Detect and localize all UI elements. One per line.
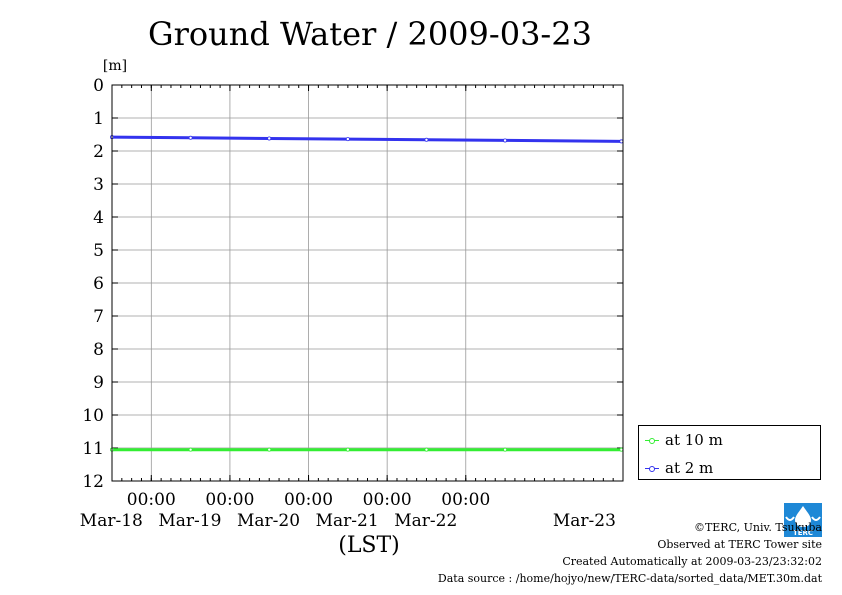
legend: at 10 m at 2 m — [638, 425, 821, 480]
x-tick-time-label: 00:00 — [441, 490, 490, 510]
credit-created: Created Automatically at 2009-03-23/23:3… — [562, 555, 822, 568]
x-axis-label: (LST) — [338, 533, 400, 558]
y-tick-label: 2 — [93, 142, 104, 162]
data-point-10m — [503, 447, 508, 452]
series-line-2m — [111, 135, 622, 143]
y-tick-label: 4 — [93, 208, 104, 228]
data-point-2m — [345, 137, 350, 142]
x-tick-date-label: Mar-18 — [80, 511, 143, 531]
x-tick-date-label: Mar-19 — [158, 511, 221, 531]
y-tick-label: 7 — [93, 307, 104, 327]
legend-item-2m: at 2 m — [645, 458, 713, 478]
data-point-10m — [345, 447, 350, 452]
legend-label-2m: at 2 m — [665, 459, 714, 477]
legend-label-10m: at 10 m — [665, 431, 723, 449]
x-tick-time-label: 00:00 — [127, 490, 176, 510]
data-point-10m — [424, 447, 429, 452]
x-tick-date-label: Mar-21 — [316, 511, 379, 531]
y-tick-label: 10 — [82, 406, 104, 426]
plot-frame — [111, 84, 624, 482]
legend-swatch-2m — [645, 465, 659, 472]
data-point-2m — [424, 137, 429, 142]
axis-ticks: 012345678910111200:00Mar-1800:00Mar-1900… — [80, 76, 624, 531]
data-point-2m — [619, 139, 624, 144]
y-tick-label: 8 — [93, 340, 104, 360]
legend-item-10m: at 10 m — [645, 430, 723, 450]
credit-source: Data source : /home/hojyo/new/TERC-data/… — [437, 572, 822, 585]
y-axis-label: [m] — [103, 58, 127, 74]
legend-swatch-10m — [645, 437, 659, 444]
y-tick-label: 6 — [93, 274, 104, 294]
data-point-2m — [188, 135, 193, 140]
data-point-10m — [267, 447, 272, 452]
terc-logo-icon: TERC — [784, 503, 822, 537]
y-tick-label: 3 — [93, 175, 104, 195]
y-tick-label: 9 — [93, 373, 104, 393]
data-point-2m — [267, 136, 272, 141]
data-point-10m — [188, 447, 193, 452]
x-tick-time-label: 00:00 — [205, 490, 254, 510]
credit-copyright: ©TERC, Univ. Tsukuba — [693, 521, 822, 534]
x-tick-date-label: Mar-22 — [394, 511, 457, 531]
x-tick-date-label: Mar-20 — [237, 511, 300, 531]
data-point-2m — [503, 138, 508, 143]
y-tick-label: 0 — [93, 76, 104, 96]
x-tick-time-label: 00:00 — [363, 490, 412, 510]
logo-text: TERC — [793, 529, 813, 537]
y-tick-label: 5 — [93, 241, 104, 261]
y-tick-label: 1 — [93, 109, 104, 129]
series-layer — [110, 135, 624, 452]
y-tick-label: 11 — [82, 439, 104, 459]
x-tick-time-label: 00:00 — [284, 490, 333, 510]
x-tick-date-label: Mar-23 — [553, 511, 616, 531]
data-point-10m — [619, 447, 624, 452]
chart-title: Ground Water / 2009-03-23 — [148, 15, 592, 53]
y-tick-label: 12 — [82, 472, 104, 492]
credit-observed: Observed at TERC Tower site — [657, 538, 822, 551]
grid-lines — [112, 85, 623, 481]
